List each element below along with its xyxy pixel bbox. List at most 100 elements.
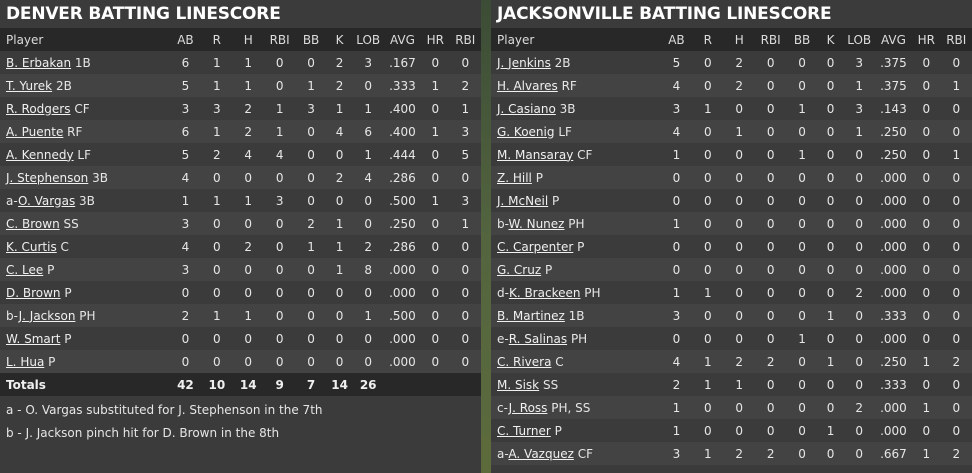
stat-ab: 1: [181, 193, 190, 208]
stat-k: 0: [826, 216, 835, 231]
stat-lob: 3: [855, 55, 863, 70]
player-name-link[interactable]: L. Hua: [6, 354, 45, 369]
player-cell: c-J. Ross PH, SS: [491, 401, 661, 415]
player-name-link[interactable]: W. Smart: [6, 331, 61, 346]
stat-rbi2: 0: [952, 262, 961, 277]
column-header-player[interactable]: Player: [6, 32, 44, 47]
player-name-link[interactable]: J. Jackson: [18, 308, 76, 323]
player-position: P: [48, 354, 56, 369]
player-name-link[interactable]: C. Carpenter: [497, 239, 574, 254]
table-row: A. Puente RF 6 1 2 1 0 4 6 .400 1 3: [0, 120, 481, 143]
stat-hr: 0: [922, 377, 931, 392]
player-name-link[interactable]: J. Ross: [508, 400, 548, 415]
player-name-link[interactable]: D. Brown: [6, 285, 61, 300]
player-name-link[interactable]: H. Alvares: [497, 78, 558, 93]
player-cell: W. Smart P: [0, 332, 170, 346]
column-header-ab[interactable]: AB: [177, 32, 194, 47]
stat-k: 1: [826, 423, 835, 438]
substitution-prefix: e-: [497, 331, 509, 346]
column-header-ab[interactable]: AB: [668, 32, 685, 47]
column-header-hr[interactable]: HR: [426, 32, 444, 47]
stat-hr: 0: [431, 308, 440, 323]
totals-row: Totals 42 10 14 9 7 14 26: [0, 373, 481, 396]
stat-lob: 0: [855, 239, 863, 254]
column-header-bb[interactable]: BB: [302, 32, 320, 47]
player-name-link[interactable]: C. Lee: [6, 262, 44, 277]
column-header-h[interactable]: H: [734, 32, 744, 47]
column-header-h[interactable]: H: [243, 32, 253, 47]
stat-bb: 3: [307, 101, 315, 116]
player-name-link[interactable]: C. Brown: [6, 216, 60, 231]
player-name-link[interactable]: K. Brackeen: [508, 285, 581, 300]
column-header-k[interactable]: K: [335, 32, 344, 47]
stat-rbi: 0: [275, 308, 284, 323]
stat-rbi: 2: [766, 446, 775, 461]
column-header-lob[interactable]: LOB: [356, 32, 381, 47]
stat-rbi2: 2: [461, 78, 470, 93]
stat-avg: .375: [880, 55, 907, 70]
column-header-hr[interactable]: HR: [917, 32, 935, 47]
column-header-avg[interactable]: AVG: [389, 32, 415, 47]
player-name-link[interactable]: J. Casiano: [497, 101, 556, 116]
stat-r: 0: [213, 262, 221, 277]
stat-rbi2: 1: [461, 216, 470, 231]
player-name-link[interactable]: R. Salinas: [508, 331, 568, 346]
player-name-link[interactable]: A. Puente: [6, 124, 64, 139]
column-header-lob[interactable]: LOB: [847, 32, 872, 47]
stat-rbi: 0: [766, 377, 775, 392]
player-name-link[interactable]: J. Jenkins: [497, 55, 551, 70]
stat-rbi: 0: [766, 101, 775, 116]
stat-bb: 0: [307, 147, 315, 162]
stat-rbi2: 0: [461, 239, 470, 254]
player-name-link[interactable]: M. Mansaray: [497, 147, 574, 162]
player-name-link[interactable]: K. Curtis: [6, 239, 57, 254]
player-name-link[interactable]: M. Sisk: [497, 377, 540, 392]
stat-rbi: 3: [275, 193, 284, 208]
stat-k: 0: [826, 101, 835, 116]
column-header-rbi2[interactable]: RBI: [455, 32, 476, 47]
panel-title: JACKSONVILLE BATTING LINESCORE: [497, 4, 832, 24]
column-header-rbi2[interactable]: RBI: [946, 32, 967, 47]
column-header-avg[interactable]: AVG: [880, 32, 906, 47]
player-name-link[interactable]: G. Koenig: [497, 124, 555, 139]
column-header-rbi[interactable]: RBI: [269, 32, 290, 47]
column-header-r[interactable]: R: [703, 32, 713, 47]
player-name-link[interactable]: B. Martinez: [497, 308, 565, 323]
table-row: G. Cruz P 0 0 0 0 0 0 0 .000 0 0: [491, 258, 972, 281]
total-rbi: 9: [275, 377, 284, 392]
player-name-link[interactable]: G. Cruz: [497, 262, 542, 277]
stat-rbi2: 0: [952, 124, 961, 139]
player-name-link[interactable]: A. Kennedy: [6, 147, 74, 162]
column-header-bb[interactable]: BB: [793, 32, 811, 47]
stat-r: 0: [704, 308, 712, 323]
stat-ab: 1: [672, 400, 681, 415]
stat-rbi: 0: [275, 216, 284, 231]
stat-h: 2: [735, 78, 744, 93]
player-name-link[interactable]: A. Vazquez: [508, 446, 574, 461]
stat-r: 0: [704, 400, 712, 415]
column-header-k[interactable]: K: [826, 32, 835, 47]
player-position: 3B: [79, 193, 95, 208]
player-name-link[interactable]: R. Rodgers: [6, 101, 71, 116]
player-name-link[interactable]: O. Vargas: [18, 193, 76, 208]
stat-hr: 1: [431, 193, 440, 208]
total-k: 14: [331, 377, 348, 392]
player-name-link[interactable]: Z. Hill: [497, 170, 532, 185]
substitution-prefix: a-: [497, 446, 509, 461]
player-cell: B. Martinez 1B: [491, 309, 661, 323]
player-position: C: [60, 239, 69, 254]
player-name-link[interactable]: W. Nunez: [508, 216, 565, 231]
player-name-link[interactable]: T. Yurek: [6, 78, 53, 93]
player-name-link[interactable]: J. Stephenson: [6, 170, 89, 185]
player-name-link[interactable]: B. Erbakan: [6, 55, 72, 70]
table-row: W. Smart P 0 0 0 0 0 0 0 .000 0 0: [0, 327, 481, 350]
player-name-link[interactable]: J. McNeil: [497, 193, 549, 208]
column-header-r[interactable]: R: [212, 32, 222, 47]
stat-lob: 0: [855, 308, 863, 323]
stat-hr: 0: [922, 147, 931, 162]
player-name-link[interactable]: C. Rivera: [497, 354, 552, 369]
column-header-rbi[interactable]: RBI: [760, 32, 781, 47]
player-name-link[interactable]: C. Turner: [497, 423, 551, 438]
stat-bb: 2: [307, 216, 315, 231]
column-header-player[interactable]: Player: [497, 32, 535, 47]
